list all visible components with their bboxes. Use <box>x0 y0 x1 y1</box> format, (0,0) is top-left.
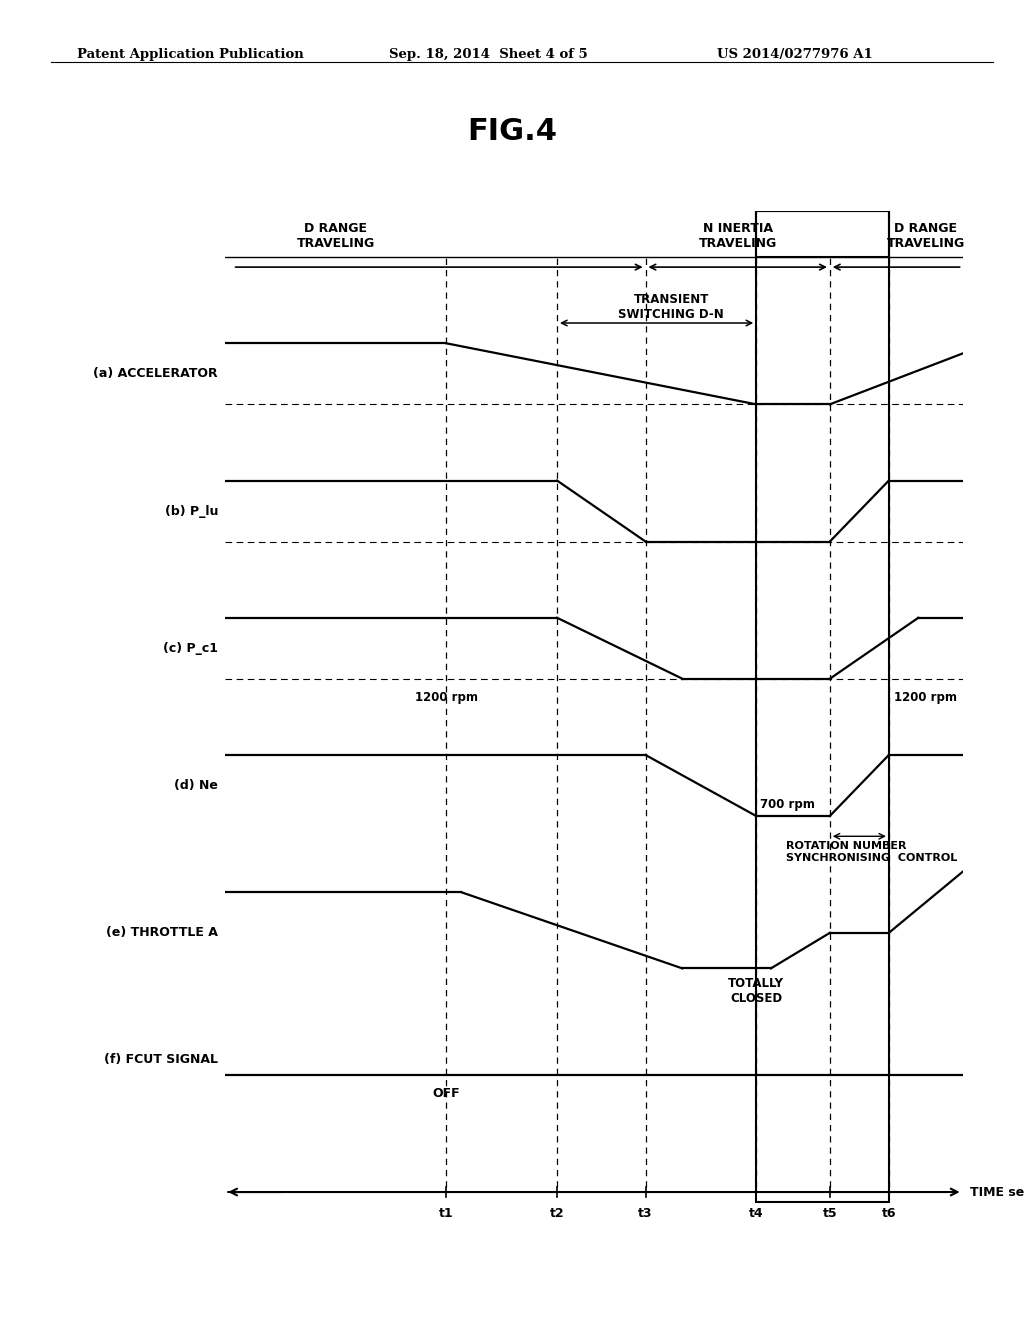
Text: (a) ACCELERATOR: (a) ACCELERATOR <box>93 367 218 380</box>
Text: (b) P_lu: (b) P_lu <box>165 504 218 517</box>
Text: t4: t4 <box>749 1208 764 1220</box>
Text: (c) P_c1: (c) P_c1 <box>163 642 218 655</box>
Text: Patent Application Publication: Patent Application Publication <box>77 48 303 61</box>
Text: ROTATION NUMBER
SYNCHRONISING  CONTROL: ROTATION NUMBER SYNCHRONISING CONTROL <box>785 841 956 863</box>
Text: TIME sec: TIME sec <box>970 1185 1024 1199</box>
Text: TOTALLY
CLOSED: TOTALLY CLOSED <box>728 977 784 1005</box>
Text: Sep. 18, 2014  Sheet 4 of 5: Sep. 18, 2014 Sheet 4 of 5 <box>389 48 588 61</box>
Text: N INERTIA
TRAVELING: N INERTIA TRAVELING <box>698 222 777 249</box>
Text: t6: t6 <box>882 1208 896 1220</box>
Text: (d) Ne: (d) Ne <box>174 779 218 792</box>
Text: 700 rpm: 700 rpm <box>760 797 815 810</box>
Bar <box>756 211 889 1203</box>
Text: 1200 rpm: 1200 rpm <box>415 690 478 704</box>
Text: (e) THROTTLE A: (e) THROTTLE A <box>106 927 218 940</box>
Text: 1200 rpm: 1200 rpm <box>894 690 957 704</box>
Bar <box>756 211 889 257</box>
Text: t1: t1 <box>439 1208 454 1220</box>
Text: D RANGE
TRAVELING: D RANGE TRAVELING <box>297 222 375 249</box>
Text: FIG.4: FIG.4 <box>467 117 557 147</box>
Text: t5: t5 <box>822 1208 838 1220</box>
Text: (f) FCUT SIGNAL: (f) FCUT SIGNAL <box>103 1053 218 1067</box>
Text: D RANGE
TRAVELING: D RANGE TRAVELING <box>887 222 965 249</box>
Text: US 2014/0277976 A1: US 2014/0277976 A1 <box>717 48 872 61</box>
Text: t3: t3 <box>638 1208 652 1220</box>
Text: OFF: OFF <box>433 1088 460 1101</box>
Text: TRANSIENT
SWITCHING D-N: TRANSIENT SWITCHING D-N <box>618 293 724 321</box>
Text: t2: t2 <box>550 1208 564 1220</box>
